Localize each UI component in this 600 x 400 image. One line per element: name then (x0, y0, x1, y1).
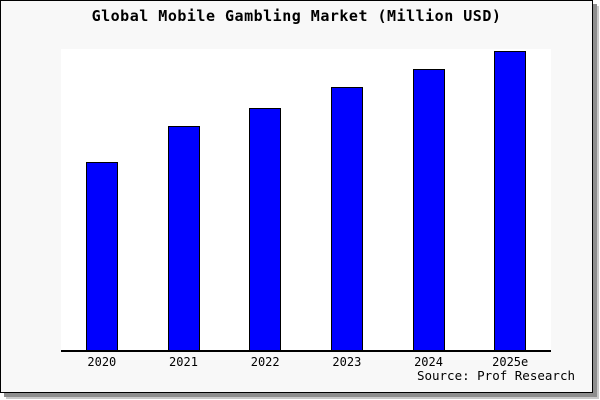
bar-slot-2024 (388, 49, 470, 350)
x-tick-label-2022: 2022 (250, 355, 280, 369)
bar-2022 (249, 107, 282, 350)
bar-2021 (167, 125, 200, 350)
bar-2024 (412, 69, 445, 350)
bar-slot-2020 (61, 49, 143, 350)
bar-2025e (494, 51, 527, 350)
bar-2020 (85, 161, 118, 350)
bar-slot-2025e (469, 49, 551, 350)
chart-card: Global Mobile Gambling Market (Million U… (0, 0, 593, 393)
x-tick-label-2020: 2020 (87, 355, 117, 369)
bar-slot-2021 (143, 49, 225, 350)
plot-area (61, 49, 551, 352)
chart-title: Global Mobile Gambling Market (Million U… (91, 7, 502, 25)
x-tick-label-2021: 2021 (169, 355, 198, 369)
bar-2023 (330, 86, 363, 350)
bar-slot-2022 (224, 49, 306, 350)
x-tick-label-2025e: 2025e (492, 355, 529, 369)
x-axis-labels: 2020 2021 2022 2023 2024 2025e (61, 355, 551, 369)
x-tick-label-2024: 2024 (414, 355, 443, 369)
bar-slot-2023 (306, 49, 388, 350)
source-note: Source: Prof Research (416, 368, 575, 383)
x-tick-label-2023: 2023 (332, 355, 362, 369)
